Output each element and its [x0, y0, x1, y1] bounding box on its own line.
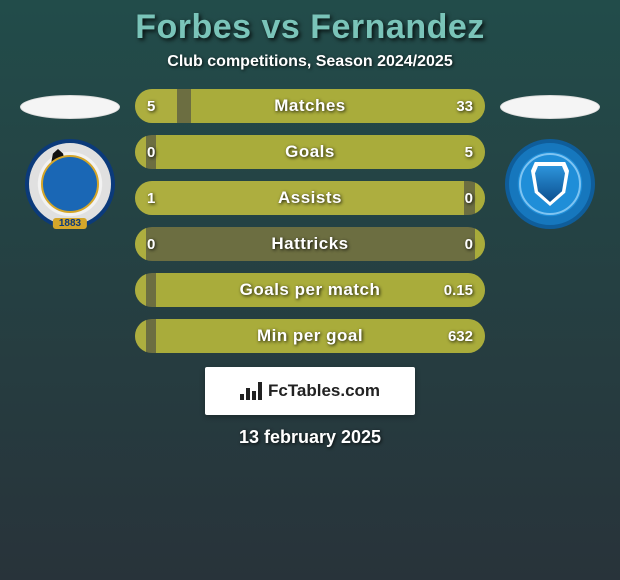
- bar-right-value: 0.15: [432, 273, 485, 307]
- date-text: 13 february 2025: [239, 427, 381, 448]
- bar-right-value: 5: [453, 135, 485, 169]
- bar-label: Goals: [135, 135, 485, 169]
- bar-icon-segment: [246, 388, 250, 400]
- stat-row: Goals0 5: [135, 135, 485, 169]
- page-title: Forbes vs Fernandez: [0, 8, 620, 47]
- stat-row: Matches5 33: [135, 89, 485, 123]
- stat-row: Assists1 0: [135, 181, 485, 215]
- bar-left-value: [135, 319, 159, 353]
- left-player-placeholder: [20, 95, 120, 119]
- bar-left-value: 0: [135, 135, 167, 169]
- right-club-crest: [505, 139, 595, 229]
- stat-row: Hattricks0 0: [135, 227, 485, 261]
- left-column: 1883: [15, 89, 125, 229]
- bars-icon: [240, 382, 262, 400]
- bar-left-value: 0: [135, 227, 167, 261]
- bar-icon-segment: [258, 382, 262, 400]
- bar-right-value: 0: [453, 181, 485, 215]
- bar-label: Assists: [135, 181, 485, 215]
- right-column: [495, 89, 605, 229]
- bar-label: Matches: [135, 89, 485, 123]
- bar-right-value: 0: [453, 227, 485, 261]
- stat-row: Min per goal632: [135, 319, 485, 353]
- stat-row: Goals per match0.15: [135, 273, 485, 307]
- brand-card[interactable]: FcTables.com: [205, 367, 415, 415]
- right-player-placeholder: [500, 95, 600, 119]
- brand-text: FcTables.com: [268, 381, 380, 401]
- bar-icon-segment: [240, 394, 244, 400]
- subtitle: Club competitions, Season 2024/2025: [0, 53, 620, 71]
- footer: FcTables.com 13 february 2025: [0, 367, 620, 448]
- left-crest-year: 1883: [53, 218, 87, 229]
- stat-bars: Matches533Goals05Assists10Hattricks00Goa…: [135, 89, 485, 353]
- bar-left-value: [135, 273, 159, 307]
- bar-icon-segment: [252, 391, 256, 400]
- left-club-crest: 1883: [25, 139, 115, 229]
- bar-right-value: 33: [444, 89, 485, 123]
- bar-left-value: 5: [135, 89, 167, 123]
- bar-left-value: 1: [135, 181, 167, 215]
- bar-right-value: 632: [436, 319, 485, 353]
- left-crest-inner: [41, 155, 99, 213]
- bar-label: Min per goal: [135, 319, 485, 353]
- bar-label: Hattricks: [135, 227, 485, 261]
- main-row: 1883 Matches533Goals05Assists10Hattricks…: [0, 89, 620, 353]
